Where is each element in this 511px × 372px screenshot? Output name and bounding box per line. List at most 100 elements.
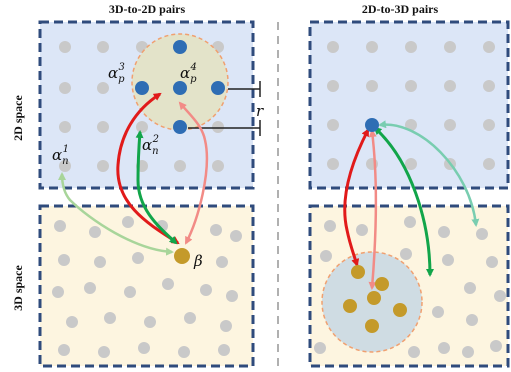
grey-point xyxy=(466,314,478,326)
blue-point-alpha-p3 xyxy=(135,81,149,95)
radius-label: r xyxy=(256,102,264,120)
label-alpha-n1: αn1 xyxy=(52,144,69,167)
label-alpha-p4: αp4 xyxy=(180,62,197,85)
left-title: 3D-to-2D pairs xyxy=(109,2,186,16)
grey-point xyxy=(230,230,242,242)
grey-point xyxy=(438,226,450,238)
grey-point xyxy=(136,121,148,133)
grey-point xyxy=(483,80,495,92)
grey-point xyxy=(52,286,64,298)
arrow-teal-right xyxy=(378,120,480,227)
grey-point xyxy=(98,346,110,358)
grey-point xyxy=(132,252,144,264)
grey-point xyxy=(494,290,506,302)
grey-point xyxy=(122,216,134,228)
grey-point xyxy=(432,306,444,318)
blue-point-right-query xyxy=(365,118,379,132)
grey-point xyxy=(84,282,96,294)
arrow-lightgreen-left xyxy=(58,172,174,256)
grey-point xyxy=(462,346,474,358)
grey-point xyxy=(210,224,222,236)
gold-point-5 xyxy=(393,303,407,317)
grey-point xyxy=(59,160,71,172)
grey-point xyxy=(162,278,174,290)
grey-point xyxy=(138,342,150,354)
grey-point xyxy=(405,41,417,53)
side-label-2d: 2D space xyxy=(11,95,25,141)
grey-point xyxy=(483,41,495,53)
grey-point xyxy=(212,160,224,172)
grey-point xyxy=(476,228,488,240)
gold-point-1 xyxy=(351,265,365,279)
grey-point xyxy=(444,119,456,131)
grey-point xyxy=(97,121,109,133)
right-title: 2D-to-3D pairs xyxy=(362,2,439,16)
grey-point xyxy=(464,282,476,294)
grey-point xyxy=(408,346,420,358)
grey-point xyxy=(438,342,450,354)
grey-point xyxy=(405,80,417,92)
grey-point xyxy=(89,226,101,238)
grey-point xyxy=(366,80,378,92)
grey-point xyxy=(405,158,417,170)
blue-point-alpha-p4 xyxy=(211,81,225,95)
arrow-red-right xyxy=(343,128,370,267)
blue-point-top xyxy=(173,40,187,54)
grey-point xyxy=(218,344,230,356)
grey-point xyxy=(124,286,136,298)
grey-point xyxy=(54,220,66,232)
grey-point xyxy=(486,256,498,268)
grey-point xyxy=(144,316,156,328)
grey-point xyxy=(444,80,456,92)
grey-point xyxy=(59,121,71,133)
label-alpha-n2: αn2 xyxy=(142,134,159,157)
grey-point xyxy=(327,80,339,92)
grey-point xyxy=(104,312,116,324)
grey-point xyxy=(174,160,186,172)
gold-point-3 xyxy=(367,291,381,305)
grey-point xyxy=(66,316,78,328)
grey-point xyxy=(404,216,416,228)
grey-point xyxy=(58,344,70,356)
grey-point xyxy=(483,119,495,131)
gold-point-6 xyxy=(365,319,379,333)
grey-point xyxy=(400,248,412,260)
grey-point xyxy=(184,312,196,324)
grey-point xyxy=(59,41,71,53)
arrow-pink-left xyxy=(178,101,209,245)
grey-point xyxy=(220,320,232,332)
grey-point xyxy=(212,121,224,133)
grey-point xyxy=(314,342,326,354)
grey-point xyxy=(356,224,368,236)
grey-point xyxy=(442,254,454,266)
grey-point xyxy=(200,284,212,296)
arrow-pink-right xyxy=(368,129,378,290)
gold-point-beta xyxy=(174,248,190,264)
side-label-3d: 3D space xyxy=(11,265,25,311)
grey-point xyxy=(324,220,336,232)
grey-point xyxy=(327,41,339,53)
gold-point-4 xyxy=(343,299,357,313)
grey-point xyxy=(320,250,332,262)
grey-point xyxy=(97,160,109,172)
blue-point-bottom xyxy=(173,120,187,134)
grey-point xyxy=(483,158,495,170)
label-beta: β xyxy=(193,252,203,270)
grey-point xyxy=(178,346,190,358)
grey-point xyxy=(97,82,109,94)
gold-point-2 xyxy=(375,277,389,291)
grey-point xyxy=(366,41,378,53)
grey-point xyxy=(59,82,71,94)
grey-point xyxy=(216,256,228,268)
grey-point xyxy=(490,340,502,352)
label-alpha-p3: αp3 xyxy=(108,62,125,85)
grey-point xyxy=(94,256,106,268)
grey-point xyxy=(226,290,238,302)
grey-point xyxy=(444,41,456,53)
grey-point xyxy=(97,41,109,53)
grey-point xyxy=(327,158,339,170)
grey-point xyxy=(58,254,70,266)
blue-point-center xyxy=(173,81,187,95)
grey-point xyxy=(327,119,339,131)
